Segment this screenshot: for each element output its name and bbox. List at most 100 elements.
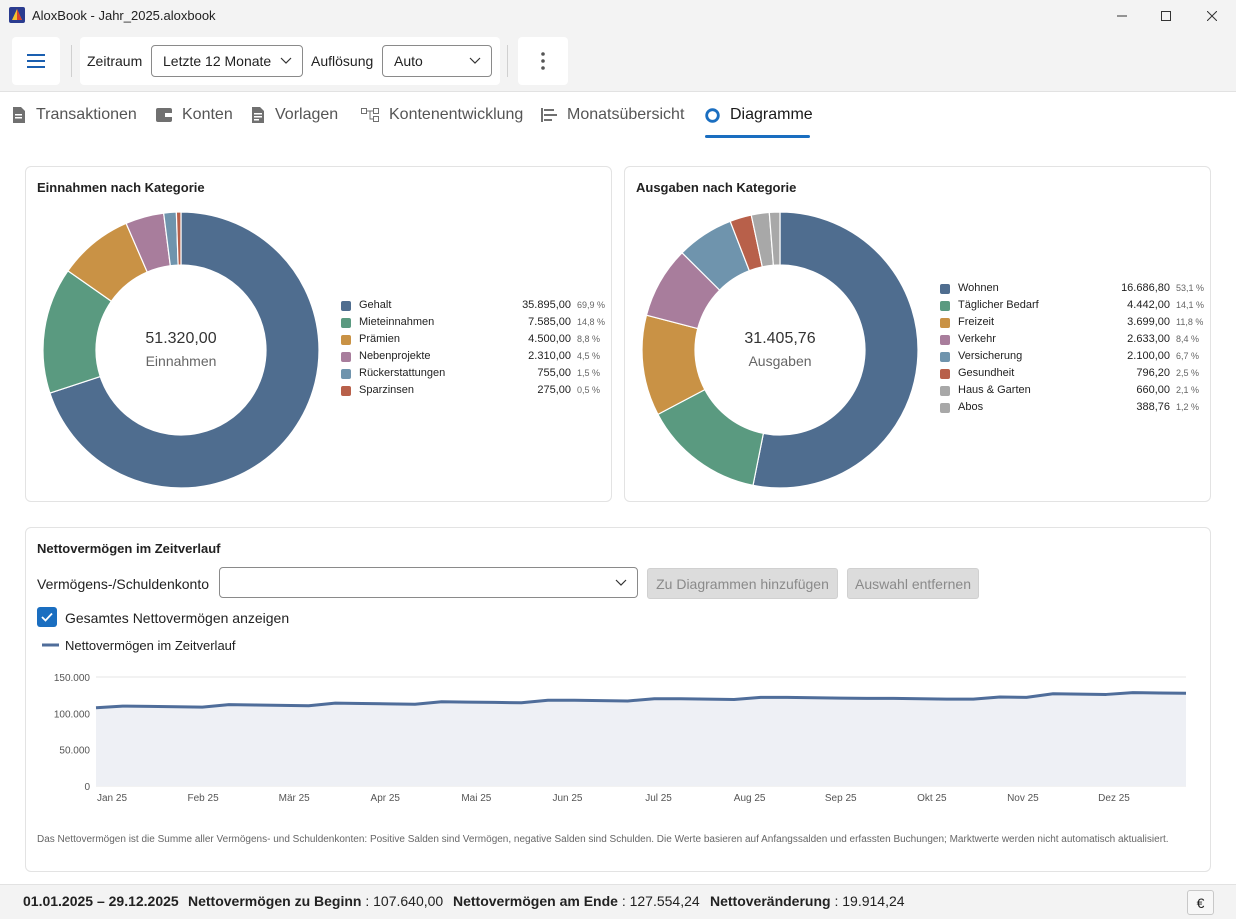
legend-name: Freizeit xyxy=(958,316,995,328)
checkmark-icon xyxy=(41,612,53,622)
end-networth-value: 127.554,24 xyxy=(629,893,700,909)
show-total-checkbox[interactable] xyxy=(37,607,57,627)
start-networth-value: 107.640,00 xyxy=(373,893,444,909)
start-networth-label: Nettovermögen zu Beginn xyxy=(188,893,362,909)
income-chart-card: Einnahmen nach Kategorie 51.320,00 Einna… xyxy=(25,166,612,502)
legend-swatch xyxy=(940,318,950,328)
expense-legend: Wohnen 16.686,80 53,1 % Täglicher Bedarf 4.4… xyxy=(940,281,1205,421)
legend-value: 3.699,00 xyxy=(1127,316,1170,328)
legend-name: Versicherung xyxy=(958,350,1023,362)
expense-slice xyxy=(752,211,919,489)
toolbar-separator xyxy=(71,45,72,77)
y-tick-label: 50.000 xyxy=(59,746,90,757)
show-total-label: Gesamtes Nettovermögen anzeigen xyxy=(65,610,290,626)
minimize-icon xyxy=(1117,15,1127,16)
tab-vorlagen[interactable]: Vorlagen xyxy=(251,92,338,138)
legend-percent: 8,4 % xyxy=(1176,334,1200,344)
more-options-button[interactable] xyxy=(518,37,568,85)
legend-name: Mieteinnahmen xyxy=(359,316,435,328)
legend-item: Haus & Garten 660,00 2,1 % xyxy=(940,383,1205,400)
account-label: Vermögens-/Schuldenkonto xyxy=(37,576,209,592)
legend-percent: 14,8 % xyxy=(577,317,606,327)
account-dropdown[interactable] xyxy=(219,567,638,598)
legend-swatch xyxy=(940,352,950,362)
legend-name: Gehalt xyxy=(359,299,392,311)
legend-item: Freizeit 3.699,00 11,8 % xyxy=(940,315,1205,332)
remove-selection-button[interactable]: Auswahl entfernen xyxy=(847,568,979,599)
legend-value: 660,00 xyxy=(1136,384,1170,396)
tab-konten[interactable]: Konten xyxy=(156,92,233,138)
x-tick-label: Apr 25 xyxy=(371,793,401,804)
legend-percent: 11,8 % xyxy=(1176,317,1204,327)
legend-percent: 1,2 % xyxy=(1176,402,1200,412)
legend-percent: 2,5 % xyxy=(1176,368,1200,378)
x-tick-label: Okt 25 xyxy=(917,793,947,804)
zeitraum-label: Zeitraum xyxy=(87,53,143,69)
income-slice xyxy=(49,211,320,489)
legend-percent: 0,5 % xyxy=(577,385,601,395)
legend-swatch xyxy=(940,301,950,311)
income-total-label: Einnahmen xyxy=(145,353,217,369)
legend-value: 388,76 xyxy=(1136,401,1170,413)
aufloesung-value: Auto xyxy=(394,53,423,69)
title-bar: AloxBook - Jahr_2025.aloxbook xyxy=(0,0,1236,31)
aufloesung-dropdown[interactable]: Auto xyxy=(382,45,492,77)
legend-name: Haus & Garten xyxy=(958,384,1031,396)
legend-percent: 53,1 % xyxy=(1176,283,1205,293)
legend-value: 4.442,00 xyxy=(1127,299,1170,311)
main-content: Transaktionen Konten Vorlagen Kontenentw… xyxy=(0,92,1236,884)
legend-percent: 14,1 % xyxy=(1176,300,1205,310)
legend-item: Prämien 4.500,00 8,8 % xyxy=(341,332,606,349)
networth-series-line xyxy=(95,691,1187,710)
networth-title: Nettovermögen im Zeitverlauf xyxy=(37,541,221,556)
tab-diagramme[interactable]: Diagramme xyxy=(705,92,813,138)
maximize-button[interactable] xyxy=(1143,0,1189,31)
currency-button[interactable]: € xyxy=(1187,890,1214,915)
legend-value: 2.100,00 xyxy=(1127,350,1170,362)
hamburger-menu-button[interactable] xyxy=(12,37,60,85)
x-tick-label: Feb 25 xyxy=(188,793,220,804)
y-tick-label: 0 xyxy=(84,782,90,793)
expense-total: 31.405,76 xyxy=(744,330,816,347)
legend-name: Sparzinsen xyxy=(359,384,415,396)
document-icon xyxy=(13,107,25,123)
income-chart-title: Einnahmen nach Kategorie xyxy=(37,180,205,195)
zeitraum-value: Letzte 12 Monate xyxy=(163,53,272,69)
legend-name: Gesundheit xyxy=(958,367,1015,379)
close-button[interactable] xyxy=(1189,0,1235,31)
tab-transaktionen[interactable]: Transaktionen xyxy=(12,92,137,138)
list-icon xyxy=(541,108,557,122)
x-tick-label: Jan 25 xyxy=(97,793,127,804)
networth-change-value: 19.914,24 xyxy=(842,893,905,909)
end-networth: Nettovermögen am Ende : 127.554,24 xyxy=(453,893,700,909)
date-range: 01.01.2025 – 29.12.2025 xyxy=(23,893,179,909)
legend-value: 16.686,80 xyxy=(1121,282,1170,294)
legend-item: Sparzinsen 275,00 0,5 % xyxy=(341,383,606,400)
tab-kontenentwicklung[interactable]: Kontenentwicklung xyxy=(361,92,523,138)
legend-item: Nebenprojekte 2.310,00 4,5 % xyxy=(341,349,606,366)
income-slice xyxy=(175,211,182,266)
tab-monatsuebersicht[interactable]: Monatsübersicht xyxy=(541,92,684,138)
expense-slice xyxy=(768,211,781,266)
app-logo-icon xyxy=(9,7,25,23)
aufloesung-label: Auflösung xyxy=(311,53,374,69)
legend-item: Versicherung 2.100,00 6,7 % xyxy=(940,349,1205,366)
legend-item: Abos 388,76 1,2 % xyxy=(940,400,1205,417)
add-to-charts-button[interactable]: Zu Diagrammen hinzufügen xyxy=(647,568,838,599)
income-donut-chart xyxy=(42,211,320,489)
legend-swatch xyxy=(341,335,351,345)
networth-change-label: Nettoveränderung xyxy=(710,893,831,909)
legend-swatch xyxy=(341,301,351,311)
period-controls: Zeitraum Letzte 12 Monate Auflösung Auto xyxy=(80,37,500,85)
expense-chart-title: Ausgaben nach Kategorie xyxy=(636,180,797,195)
minimize-button[interactable] xyxy=(1099,0,1145,31)
zeitraum-dropdown[interactable]: Letzte 12 Monate xyxy=(151,45,303,77)
wallet-icon xyxy=(156,108,172,122)
legend-swatch xyxy=(341,318,351,328)
x-tick-label: Mai 25 xyxy=(461,793,491,804)
x-tick-label: Dez 25 xyxy=(1098,793,1130,804)
legend-item: Mieteinnahmen 7.585,00 14,8 % xyxy=(341,315,606,332)
legend-value: 755,00 xyxy=(537,367,571,379)
window-title: AloxBook - Jahr_2025.aloxbook xyxy=(32,8,216,23)
legend-name: Täglicher Bedarf xyxy=(958,299,1039,311)
